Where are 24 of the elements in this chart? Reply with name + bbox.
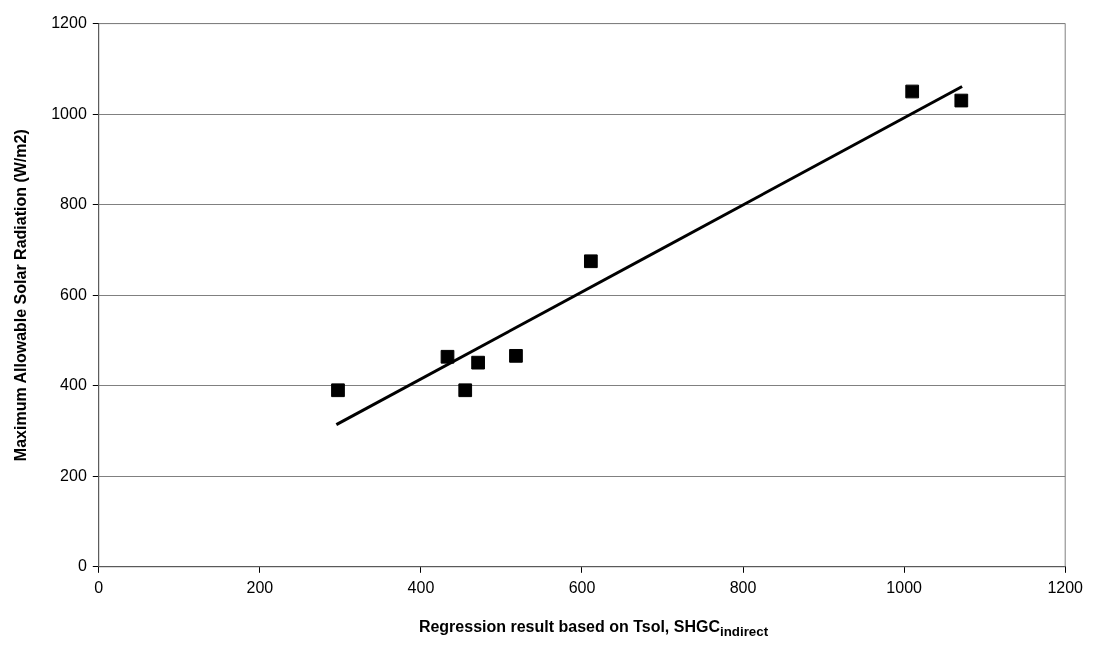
x-tick-label: 1000 <box>886 578 923 596</box>
x-tick-label: 800 <box>729 578 757 596</box>
point <box>458 383 473 398</box>
y-tick-label: 600 <box>60 285 87 303</box>
x-tick-label: 600 <box>568 578 596 596</box>
point <box>331 383 345 398</box>
point <box>509 348 523 363</box>
y-tick-label: 0 <box>77 557 87 575</box>
point <box>954 93 969 108</box>
point <box>905 84 920 99</box>
y-tick-label: 400 <box>60 376 87 394</box>
y-tick-label: 1200 <box>51 14 87 32</box>
x-tick-label: 200 <box>246 578 274 596</box>
y-tick-label: 800 <box>60 195 87 213</box>
y-axis-title: Maximum Allowable Solar Radiation (W/m2) <box>12 129 30 462</box>
x-tick-label: 400 <box>407 578 435 596</box>
x-tick-label: 1200 <box>1047 578 1084 596</box>
x-tick-label: 0 <box>94 578 104 596</box>
point <box>583 254 598 269</box>
y-tick-label: 200 <box>60 466 87 484</box>
y-tick-label: 1000 <box>51 104 87 122</box>
x-axis-title: Regression result based on Tsol, SHGC$_{indirect}$ <box>417 618 770 640</box>
point <box>440 349 455 364</box>
point <box>471 355 485 370</box>
